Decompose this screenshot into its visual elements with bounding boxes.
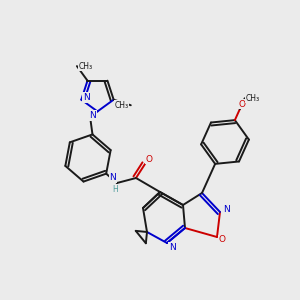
Text: O: O bbox=[238, 100, 245, 109]
Text: N: N bbox=[89, 111, 96, 120]
Text: CH₃: CH₃ bbox=[115, 101, 129, 110]
Text: CH₃: CH₃ bbox=[79, 61, 93, 70]
Text: N: N bbox=[110, 173, 116, 182]
Text: H: H bbox=[112, 185, 118, 194]
Text: CH₃: CH₃ bbox=[246, 94, 260, 103]
Text: O: O bbox=[218, 236, 226, 244]
Text: O: O bbox=[146, 154, 152, 164]
Text: N: N bbox=[169, 242, 176, 251]
Text: N: N bbox=[83, 93, 90, 102]
Text: N: N bbox=[224, 206, 230, 214]
